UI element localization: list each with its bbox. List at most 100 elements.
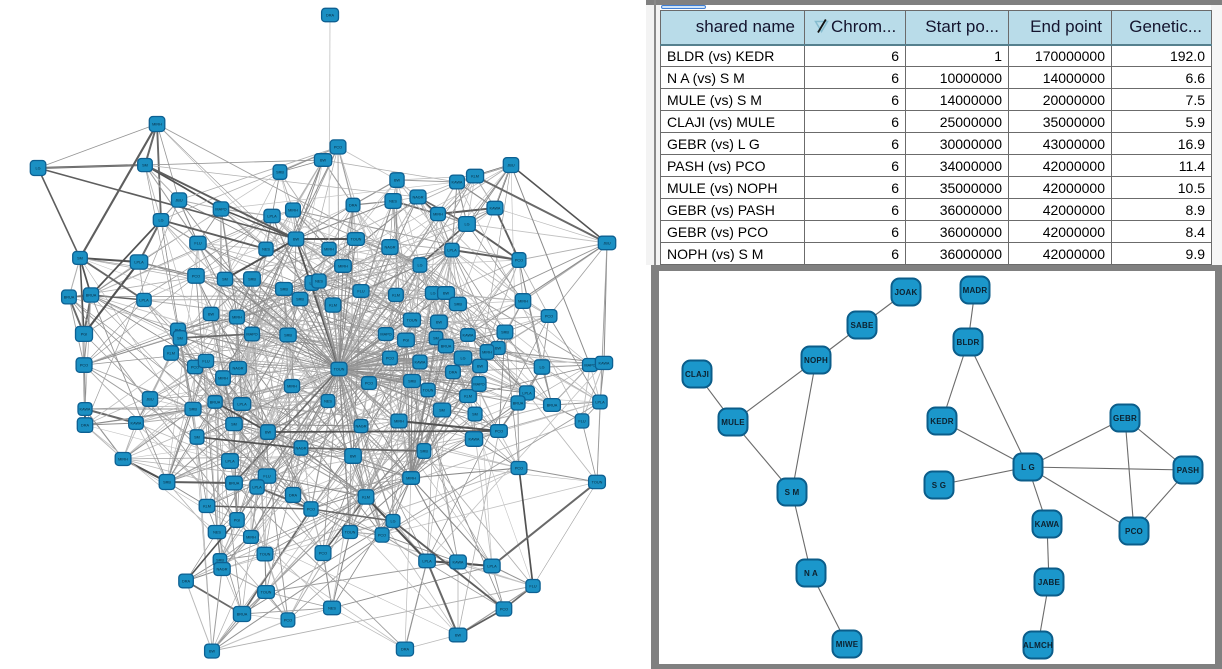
svg-text:CLAJI: CLAJI [685,370,709,379]
svg-text:BW: BW [208,313,215,317]
svg-text:DRA: DRA [182,580,190,584]
svg-text:BRUA: BRUA [64,296,75,300]
svg-text:PCO: PCO [191,366,199,370]
svg-text:KAWA: KAWA [80,408,91,412]
svg-text:LPLA: LPLA [225,460,235,464]
svg-text:LPLA: LPLA [422,560,432,564]
svg-text:KLM: KLM [329,304,337,308]
svg-text:PCO: PCO [80,364,88,368]
svg-text:NES: NES [213,531,221,535]
svg-text:MIRH: MIRH [338,265,348,269]
svg-text:NES: NES [328,607,336,611]
svg-text:SRB: SRB [163,481,171,485]
svg-text:TOUN: TOUN [423,389,434,393]
svg-text:SRB: SRB [189,408,197,412]
svg-text:SM: SM [472,413,478,417]
svg-text:SM: SM [77,257,83,261]
svg-text:KEDR: KEDR [930,417,953,426]
svg-text:KLM: KLM [471,175,479,179]
svg-text:JOAK: JOAK [894,288,917,297]
svg-text:LPLA: LPLA [134,261,144,265]
svg-text:PCO: PCO [319,552,327,556]
svg-text:FLU: FLU [202,360,209,364]
svg-text:BW: BW [209,650,216,654]
svg-text:LPLA: LPLA [252,486,262,490]
svg-text:LG: LG [417,264,422,268]
svg-text:MULE: MULE [721,418,745,427]
svg-text:BW: BW [495,347,502,351]
svg-text:KAWA: KAWA [490,207,501,211]
svg-text:PCO: PCO [545,315,553,319]
svg-text:LPLA: LPLA [267,215,277,219]
svg-text:NAGR: NAGR [217,568,228,572]
svg-text:MAPO: MAPO [380,333,391,337]
svg-text:BRUA: BRUA [441,345,452,349]
svg-text:LG: LG [158,219,163,223]
svg-text:BRUA: BRUA [210,401,221,405]
svg-text:L G: L G [1021,463,1035,472]
svg-text:MIWE: MIWE [836,640,859,649]
svg-text:SRB: SRB [248,278,256,282]
svg-text:SRB: SRB [408,380,416,384]
svg-text:FLU: FLU [578,420,585,424]
svg-text:KAWA: KAWA [469,438,480,442]
svg-text:S G: S G [932,481,946,490]
svg-text:MIRH: MIRH [482,351,492,355]
svg-text:MAPO: MAPO [473,383,484,387]
svg-text:KLM: KLM [203,505,211,509]
svg-text:KAWA: KAWA [599,362,610,366]
svg-text:DRA: DRA [449,371,457,375]
svg-text:MADR: MADR [963,286,988,295]
svg-text:BRUA: BRUA [229,482,240,486]
svg-text:DRA: DRA [81,424,89,428]
svg-text:PCO: PCO [284,619,292,623]
svg-text:PCO: PCO [192,275,200,279]
svg-text:SRB: SRB [216,559,224,563]
svg-text:PGI: PGI [81,333,88,337]
svg-text:NES: NES [315,280,323,284]
svg-text:SM: SM [439,409,445,413]
svg-text:PCO: PCO [500,608,508,612]
svg-text:NES: NES [389,200,397,204]
svg-text:KLM: KLM [362,496,370,500]
svg-text:SRB: SRB [296,298,304,302]
svg-text:KLM: KLM [464,395,472,399]
svg-text:JBU: JBU [175,199,182,203]
svg-text:SM: SM [231,423,237,427]
svg-text:LPLA: LPLA [595,401,605,405]
svg-text:BW: BW [455,634,462,638]
svg-text:MIRH: MIRH [246,536,256,540]
svg-text:TOUN: TOUN [351,238,362,242]
svg-text:PCO: PCO [515,259,523,263]
svg-text:KAWA: KAWA [1035,520,1060,529]
svg-text:MIRH: MIRH [118,458,128,462]
svg-text:MIRH: MIRH [518,300,528,304]
svg-text:PCO: PCO [1125,527,1143,536]
svg-text:KLM: KLM [392,294,400,298]
svg-text:BW: BW [265,431,272,435]
svg-text:KAWA: KAWA [452,181,463,185]
svg-text:MIRH: MIRH [152,123,162,127]
svg-text:MIRH: MIRH [288,209,298,213]
svg-text:FLU: FLU [263,475,270,479]
svg-text:BW: BW [477,365,484,369]
svg-text:PCO: PCO [307,508,315,512]
svg-text:BW: BW [436,321,443,325]
svg-text:MIRH: MIRH [394,420,404,424]
svg-text:DRA: DRA [289,494,297,498]
svg-text:MIRH: MIRH [406,477,416,481]
svg-text:BW: BW [350,455,357,459]
svg-text:FLU: FLU [529,585,536,589]
svg-text:JBU: JBU [146,398,153,402]
svg-text:LG: LG [35,167,40,171]
svg-text:MIRH: MIRH [218,377,228,381]
svg-text:LPLA: LPLA [447,249,457,253]
svg-text:LPLA: LPLA [522,392,532,396]
svg-text:NES: NES [262,248,270,252]
svg-text:LPLA: LPLA [487,565,497,569]
svg-text:BW: BW [443,292,450,296]
svg-text:DRA: DRA [401,648,409,652]
svg-text:NAGR: NAGR [385,246,396,250]
svg-text:MAPO: MAPO [246,333,257,337]
svg-text:SRB: SRB [501,331,509,335]
